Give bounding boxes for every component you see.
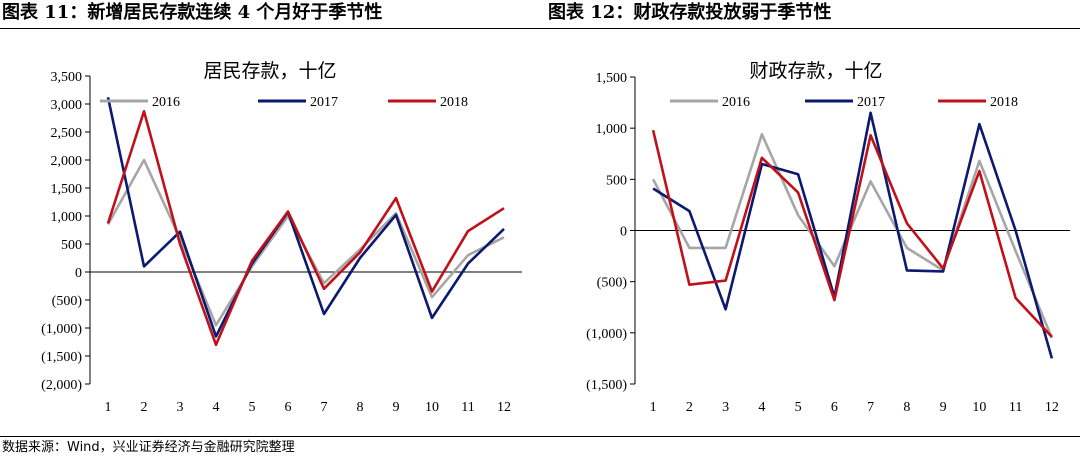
fiscal-x-tick-label: 4 [758,400,765,415]
resident-x-tick-label: 11 [461,400,474,415]
resident-x-tick-label: 6 [285,400,292,415]
resident-legend-label-2018: 2018 [440,95,468,110]
figure-11-title: 图表 11：新增居民存款连续 4 个月好于季节性 [2,2,383,23]
resident-x-tick-label: 1 [105,400,112,415]
fiscal-x-tick-label: 6 [831,400,838,415]
fiscal-series-2017-line [652,111,1054,359]
resident-y-tick-label: 3,000 [51,98,83,113]
fiscal-series-2016-line [651,133,1054,339]
resident-y-tick-label: 3,500 [51,70,83,85]
resident-y-tick-label: 1,500 [51,182,83,197]
fiscal-y-tick-label: (500) [597,276,628,291]
resident-x-tick-label: 12 [497,400,511,415]
resident-x-tick-label: 2 [141,400,148,415]
fiscal-y-tick-label: 500 [606,173,627,188]
fiscal-x-tick-label: 7 [867,400,874,415]
fiscal-legend-label-2016: 2016 [722,95,750,110]
data-source-note: 数据来源：Wind，兴业证券经济与金融研究院整理 [2,440,295,455]
fiscal-x-tick-label: 2 [686,400,693,415]
footer-divider [0,436,1080,437]
resident-y-tick-label: 0 [75,266,82,281]
fiscal-x-tick-label: 3 [722,400,729,415]
resident-chart-title: 居民存款，十亿 [203,60,336,82]
fiscal-y-tick-label: (1,000) [586,327,627,342]
fiscal-series-2018-line [651,129,1053,338]
resident-legend-label-2017: 2017 [310,95,338,110]
fiscal-y-tick-label: 0 [620,225,627,240]
resident-x-tick-label: 7 [321,400,328,415]
resident-x-tick-label: 4 [213,400,220,415]
resident-y-tick-label: 1,000 [51,210,83,225]
header-divider [0,28,1080,29]
resident-y-tick-label: 2,500 [51,126,83,141]
resident-deposits-chart: 3,500 3,000 2,500 2,000 1,500 1,000 500 0 (500) (… [41,60,522,415]
fiscal-y-tick-label: 1,500 [596,71,628,86]
resident-y-tick-label: (1,500) [41,350,82,365]
resident-series-2018-line [106,110,505,347]
resident-y-tick-label: (1,000) [41,322,82,337]
resident-y-tick-label: (500) [52,294,83,309]
fiscal-x-tick-label: 10 [972,400,986,415]
fiscal-x-tick-label: 9 [940,400,947,415]
resident-x-tick-label: 5 [249,400,256,415]
resident-series-2017-line [106,97,505,338]
fiscal-x-tick-label: 5 [795,400,802,415]
fiscal-chart-title: 财政存款，十亿 [749,60,882,82]
figure-12-title: 图表 12：财政存款投放弱于季节性 [548,2,832,23]
resident-x-tick-label: 3 [177,400,184,415]
resident-y-tick-label: 500 [61,238,82,253]
fiscal-y-tick-label: 1,000 [596,122,628,137]
fiscal-x-tick-label: 1 [650,400,657,415]
resident-legend-label-2016: 2016 [152,95,180,110]
fiscal-legend-label-2018: 2018 [990,95,1018,110]
fiscal-x-tick-label: 11 [1009,400,1022,415]
resident-x-tick-label: 9 [393,400,400,415]
resident-y-tick-label: 2,000 [51,154,83,169]
fiscal-legend-label-2017: 2017 [857,95,885,110]
resident-x-tick-label: 10 [425,400,439,415]
resident-x-tick-label: 8 [357,400,364,415]
fiscal-x-tick-label: 8 [903,400,910,415]
resident-y-tick-label: (2,000) [41,378,82,393]
fiscal-y-tick-label: (1,500) [586,378,627,393]
fiscal-x-tick-label: 12 [1045,400,1059,415]
